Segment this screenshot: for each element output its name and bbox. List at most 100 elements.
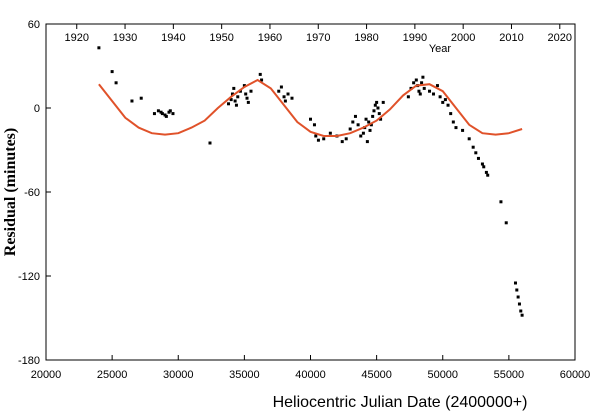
- data-point: [422, 86, 426, 90]
- data-point: [322, 137, 326, 141]
- data-point: [377, 112, 381, 116]
- data-point: [234, 103, 238, 107]
- top-tick-label: 1930: [113, 32, 137, 44]
- top-tick-label: 2020: [548, 32, 572, 44]
- data-point: [114, 81, 118, 85]
- data-point: [451, 120, 455, 124]
- x-tick-label: 60000: [560, 369, 591, 381]
- data-point: [476, 156, 480, 160]
- data-point: [232, 86, 236, 90]
- top-tick-label: 1970: [306, 32, 330, 44]
- data-point: [375, 100, 379, 104]
- top-axis-label: Year: [429, 43, 452, 55]
- data-point: [369, 123, 373, 127]
- y-tick-label: -60: [24, 187, 40, 199]
- data-point: [344, 137, 348, 141]
- top-tick-label: 1980: [354, 32, 378, 44]
- data-point: [316, 138, 320, 142]
- data-point: [152, 112, 156, 116]
- data-point: [110, 70, 114, 74]
- data-point: [480, 162, 484, 166]
- x-tick-label: 55000: [494, 369, 525, 381]
- data-point: [474, 151, 478, 155]
- data-point: [513, 281, 517, 285]
- fit-curve: [98, 78, 523, 137]
- data-point: [246, 100, 250, 104]
- x-tick-label: 20000: [31, 369, 62, 381]
- data-point: [208, 141, 212, 145]
- y-tick-label: -180: [18, 355, 40, 367]
- data-point: [130, 99, 134, 103]
- plot-frame: [45, 23, 576, 361]
- data-point: [406, 95, 410, 99]
- x-axis-label: Heliocentric Julian Date (2400000+): [273, 394, 528, 411]
- data-point: [504, 221, 508, 225]
- data-point: [368, 128, 372, 132]
- data-point: [449, 112, 453, 116]
- data-point: [229, 98, 233, 102]
- data-point: [164, 114, 168, 118]
- data-points: [97, 46, 524, 317]
- data-point: [412, 81, 416, 85]
- x-tick-label: 45000: [361, 369, 392, 381]
- data-point: [486, 173, 490, 177]
- data-point: [249, 89, 253, 93]
- data-point: [314, 134, 318, 138]
- data-point: [340, 140, 344, 144]
- y-tick-label: -120: [18, 271, 40, 283]
- data-point: [233, 99, 237, 103]
- data-point: [428, 89, 432, 93]
- data-point: [467, 137, 471, 141]
- data-point: [156, 109, 160, 113]
- data-point: [160, 112, 164, 116]
- data-point: [364, 117, 368, 121]
- data-point: [516, 295, 520, 299]
- top-tick-label: 2010: [499, 32, 523, 44]
- data-point: [97, 46, 101, 50]
- data-point: [454, 126, 458, 130]
- top-tick-label: 1990: [403, 32, 427, 44]
- data-point: [446, 103, 450, 107]
- data-point: [484, 170, 488, 174]
- data-point: [282, 95, 286, 99]
- data-point: [238, 89, 242, 93]
- data-point: [365, 140, 369, 144]
- data-point: [244, 92, 248, 96]
- top-tick-label: 1920: [64, 32, 88, 44]
- data-point: [372, 109, 376, 113]
- data-point: [482, 165, 486, 169]
- data-point: [443, 98, 447, 102]
- data-point: [351, 120, 355, 124]
- data-point: [420, 81, 424, 85]
- data-point: [359, 134, 363, 138]
- data-point: [499, 200, 503, 204]
- data-point: [283, 99, 287, 103]
- data-point: [139, 96, 143, 100]
- x-tick-label: 40000: [295, 369, 326, 381]
- data-point: [328, 131, 332, 135]
- top-axis-ticks: 1920 1930 1940 1950 1960 1970 1980 1990 2000 2010…: [64, 24, 572, 44]
- x-tick-label: 25000: [97, 369, 128, 381]
- data-point: [309, 117, 312, 121]
- data-point: [286, 92, 290, 96]
- data-point: [260, 78, 264, 82]
- data-point: [290, 96, 294, 100]
- y-axis-ticks: 60 0 -60 -120 -180: [18, 19, 51, 367]
- data-point: [236, 95, 240, 99]
- data-point: [381, 100, 385, 104]
- data-point: [258, 72, 262, 76]
- data-point: [356, 123, 360, 127]
- x-axis-ticks: 20000 25000 30000 35000 40000 45000 50000 55000…: [31, 355, 591, 381]
- top-tick-label: 1940: [161, 32, 185, 44]
- data-point: [279, 85, 283, 89]
- top-tick-label: 2000: [451, 32, 475, 44]
- data-point: [367, 120, 371, 124]
- data-point: [361, 131, 365, 135]
- data-point: [376, 106, 380, 110]
- x-tick-label: 30000: [163, 369, 194, 381]
- data-point: [379, 117, 383, 121]
- data-point: [242, 84, 246, 88]
- data-point: [461, 128, 465, 132]
- data-point: [441, 100, 445, 104]
